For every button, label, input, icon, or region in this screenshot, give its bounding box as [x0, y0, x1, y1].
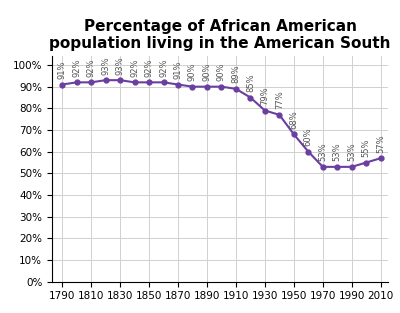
Text: 79%: 79% — [260, 86, 269, 105]
Text: 77%: 77% — [275, 90, 284, 109]
Text: 53%: 53% — [333, 143, 342, 161]
Text: 85%: 85% — [246, 73, 255, 92]
Text: 89%: 89% — [232, 65, 240, 83]
Text: 92%: 92% — [72, 58, 81, 77]
Text: 91%: 91% — [174, 60, 182, 79]
Text: 92%: 92% — [159, 58, 168, 77]
Text: 53%: 53% — [347, 143, 356, 161]
Text: 90%: 90% — [188, 63, 197, 81]
Text: 90%: 90% — [217, 63, 226, 81]
Text: 92%: 92% — [144, 58, 154, 77]
Text: 55%: 55% — [362, 138, 371, 157]
Text: 68%: 68% — [289, 110, 298, 129]
Title: Percentage of African American
population living in the American South: Percentage of African American populatio… — [49, 18, 391, 51]
Text: 90%: 90% — [202, 63, 212, 81]
Text: 91%: 91% — [58, 60, 67, 79]
Text: 57%: 57% — [376, 134, 385, 153]
Text: 53%: 53% — [318, 143, 327, 161]
Text: 60%: 60% — [304, 127, 313, 146]
Text: 92%: 92% — [130, 58, 139, 77]
Text: 92%: 92% — [87, 58, 96, 77]
Text: 93%: 93% — [116, 56, 124, 74]
Text: 93%: 93% — [101, 56, 110, 74]
